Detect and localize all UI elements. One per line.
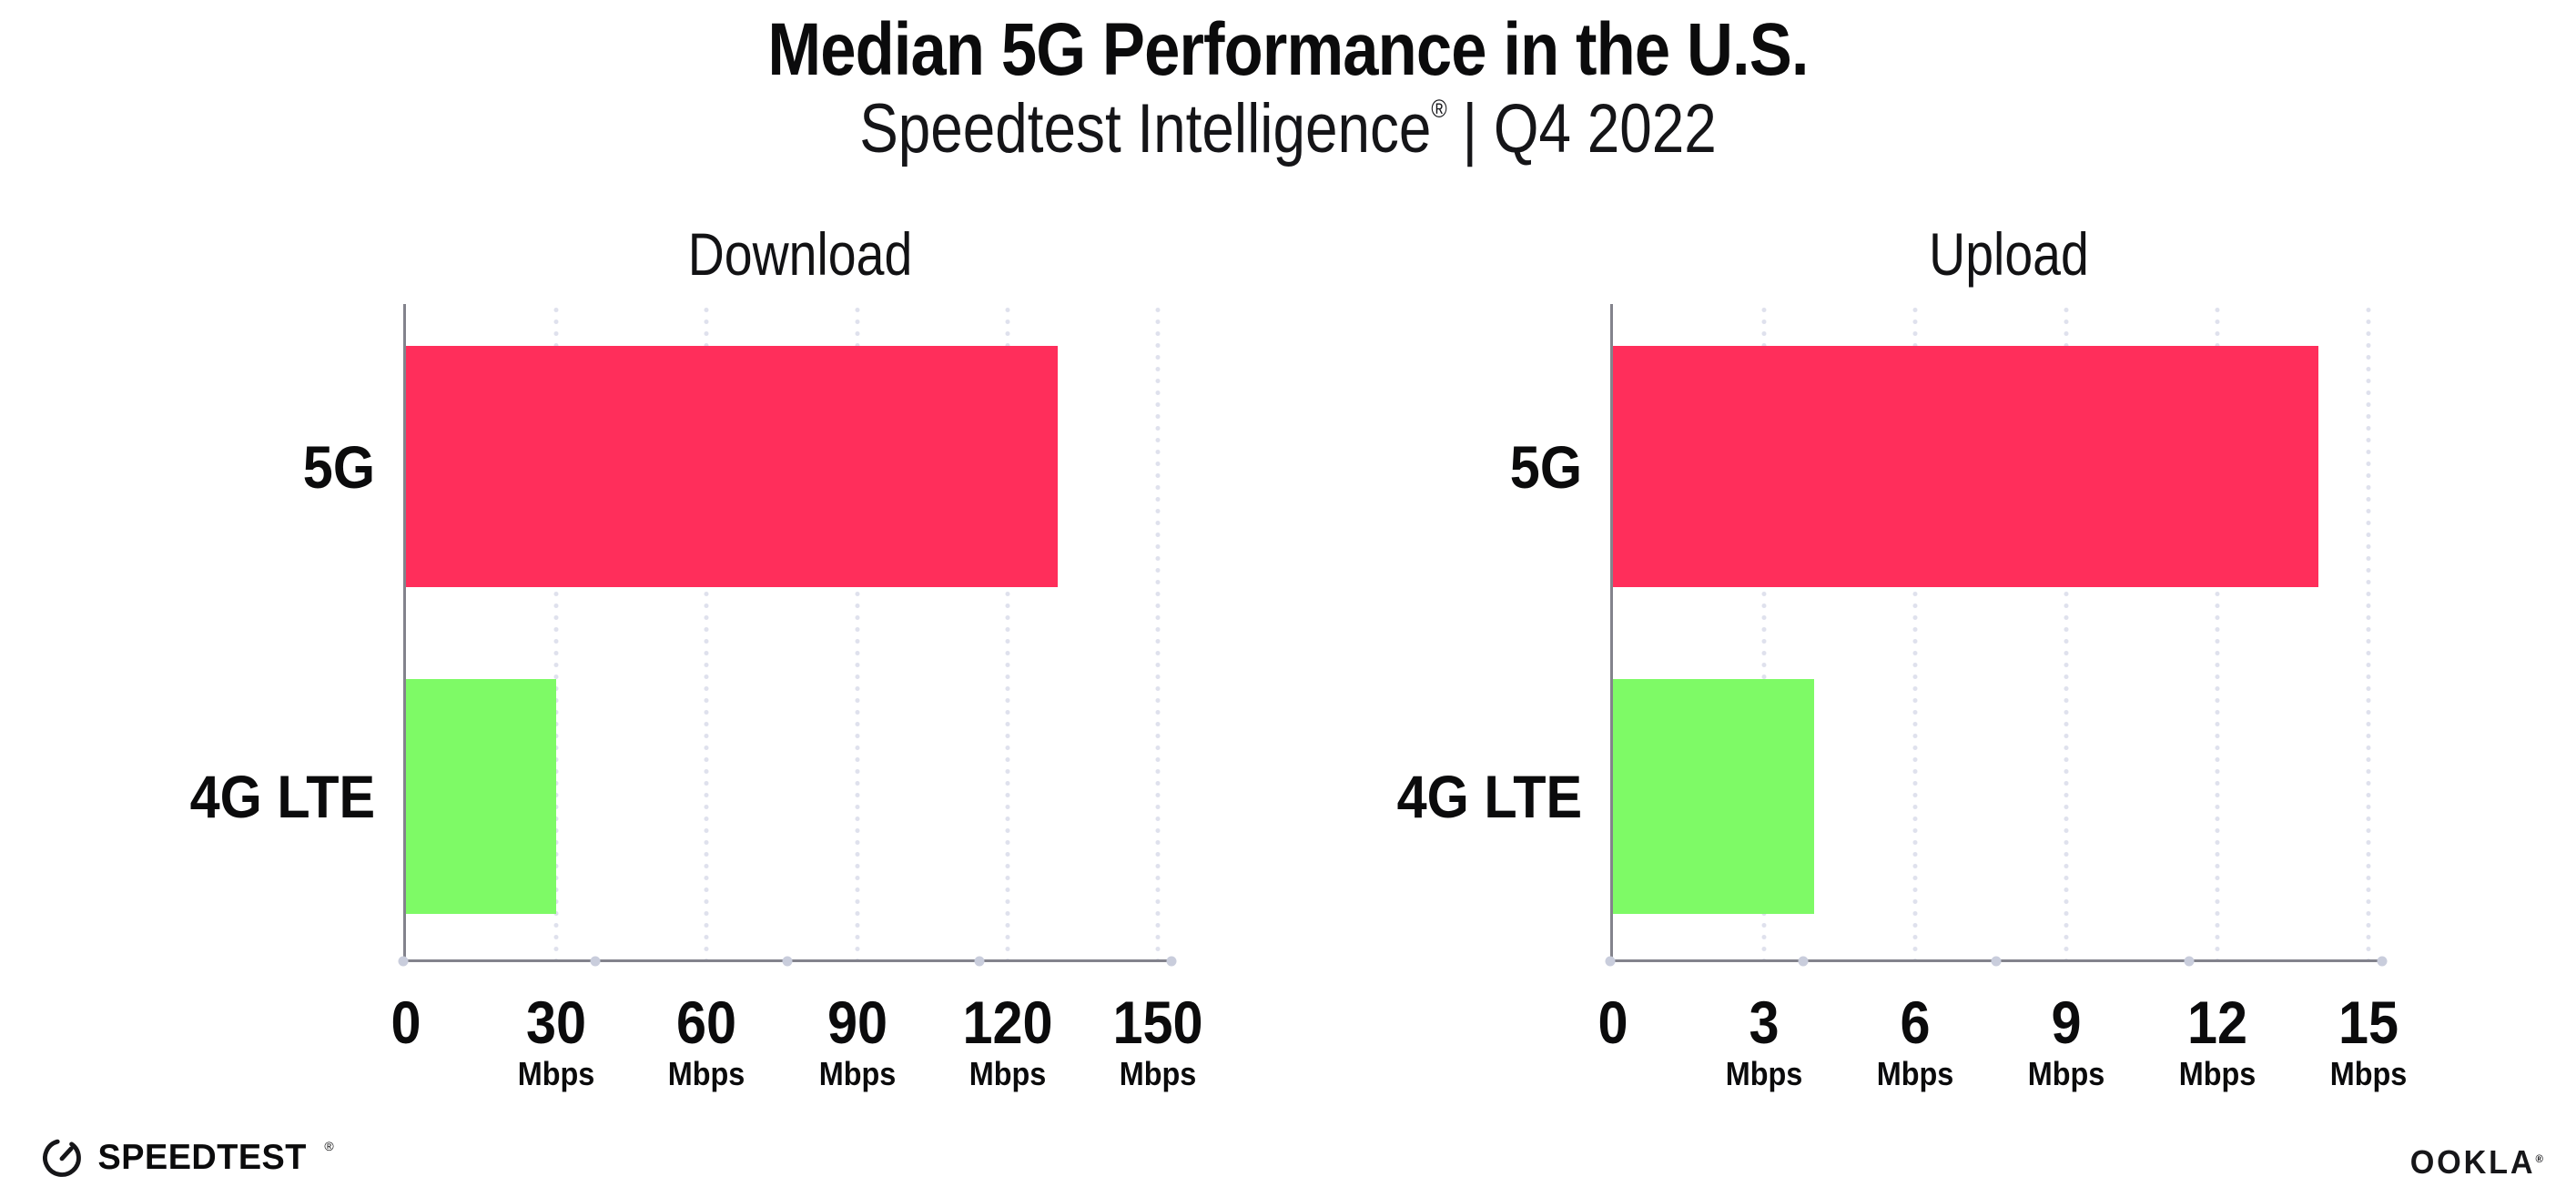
registered-trademark-icon: ® <box>1431 95 1447 123</box>
x-tick-unit: Mbps <box>1725 1055 1803 1092</box>
axis-tick-dot <box>1798 956 1809 966</box>
axis-tick-dot <box>974 956 985 966</box>
x-tick-unit: Mbps <box>2329 1055 2408 1092</box>
x-tick-0: 0 <box>1597 992 1628 1052</box>
x-tick-value: 12 <box>2186 989 2248 1056</box>
x-tick-value: 3 <box>1749 989 1780 1056</box>
download-chart-plot: Download 5G 4G LTE 0 30 Mbps 60 Mbps 90 Mbps 120 M… <box>189 224 1202 1090</box>
ookla-logo: OOKLA® <box>2410 1143 2543 1182</box>
x-tick-value: 9 <box>2051 989 2082 1056</box>
axis-tick-dot <box>398 956 409 966</box>
gridline-9 <box>2064 304 2069 959</box>
axis-tick-dot <box>1166 956 1177 966</box>
x-tick-15: 15 Mbps <box>2330 992 2408 1090</box>
x-tick-value: 150 <box>1112 989 1203 1056</box>
page-title: Median 5G Performance in the U.S. <box>767 8 1809 91</box>
upload-x-axis <box>1605 956 2388 966</box>
x-tick-0: 0 <box>390 992 421 1052</box>
x-tick-unit: Mbps <box>1119 1055 1197 1092</box>
axis-tick-dot <box>1605 956 1616 966</box>
axis-tick-dot <box>2184 956 2195 966</box>
x-tick-value: 6 <box>1900 989 1931 1056</box>
x-tick-90: 90 Mbps <box>818 992 896 1090</box>
y-axis-label-5g: 5G <box>1509 432 1582 501</box>
axis-tick-dot <box>1991 956 2002 966</box>
gridline-15 <box>2366 304 2371 959</box>
x-tick-3: 3 Mbps <box>1726 992 1803 1090</box>
x-tick-value: 0 <box>1597 989 1628 1056</box>
x-tick-unit: Mbps <box>2027 1055 2105 1092</box>
gridline-3 <box>1761 304 1767 959</box>
download-chart-title: Download <box>687 220 913 288</box>
x-tick-150: 150 Mbps <box>1112 992 1202 1090</box>
gridline-90 <box>855 304 860 959</box>
x-tick-60: 60 Mbps <box>668 992 745 1090</box>
gridline-12 <box>2215 304 2220 959</box>
x-tick-120: 120 Mbps <box>962 992 1052 1090</box>
x-tick-unit: Mbps <box>969 1055 1047 1092</box>
subtitle-brand: Speedtest Intelligence <box>859 90 1432 167</box>
x-tick-12: 12 Mbps <box>2179 992 2257 1090</box>
ookla-registered-icon: ® <box>2535 1152 2543 1165</box>
speedtest-registered-icon: ® <box>324 1139 334 1153</box>
x-tick-value: 120 <box>962 989 1053 1056</box>
gridline-150 <box>1155 304 1161 959</box>
x-tick-unit: Mbps <box>2178 1055 2257 1092</box>
gridline-60 <box>704 304 709 959</box>
x-tick-6: 6 Mbps <box>1877 992 1954 1090</box>
x-tick-value: 30 <box>526 989 587 1056</box>
axis-tick-dot <box>782 956 793 966</box>
axis-tick-dot <box>2377 956 2388 966</box>
x-tick-value: 60 <box>676 989 737 1056</box>
x-tick-value: 0 <box>390 989 421 1056</box>
x-tick-value: 15 <box>2338 989 2399 1056</box>
x-tick-value: 90 <box>827 989 887 1056</box>
bar-4g-lte <box>406 678 557 914</box>
y-axis-label-4g-lte: 4G LTE <box>1396 762 1582 830</box>
y-axis-label-4g-lte: 4G LTE <box>189 762 375 830</box>
speedtest-logo: SPEEDTEST ® <box>42 1138 334 1178</box>
bar-5g <box>1613 346 2318 588</box>
upload-chart-title: Upload <box>1929 220 2089 288</box>
gridline-30 <box>553 304 559 959</box>
x-tick-unit: Mbps <box>668 1055 745 1092</box>
x-tick-unit: Mbps <box>517 1055 595 1092</box>
gridline-6 <box>1912 304 1918 959</box>
y-axis-label-5g: 5G <box>302 432 375 501</box>
speedtest-wordmark: SPEEDTEST <box>97 1138 307 1177</box>
x-tick-unit: Mbps <box>1876 1055 1954 1092</box>
x-tick-9: 9 Mbps <box>2028 992 2105 1090</box>
bar-5g <box>406 346 1058 588</box>
subtitle-period: | Q4 2022 <box>1462 90 1717 167</box>
x-tick-30: 30 Mbps <box>518 992 595 1090</box>
axis-tick-dot <box>590 956 601 966</box>
gridline-120 <box>1005 304 1010 959</box>
x-tick-unit: Mbps <box>818 1055 896 1092</box>
speedtest-gauge-icon <box>42 1138 82 1178</box>
page-subtitle: Speedtest Intelligence® | Q4 2022 <box>859 93 1717 166</box>
upload-chart-plot: Upload 5G 4G LTE 0 3 Mbps 6 Mbps 9 Mbps 12 Mbps 15 M… <box>1396 224 2407 1090</box>
download-x-axis <box>398 956 1177 966</box>
bar-4g-lte <box>1613 678 1815 914</box>
ookla-wordmark: OOKLA <box>2409 1143 2536 1181</box>
